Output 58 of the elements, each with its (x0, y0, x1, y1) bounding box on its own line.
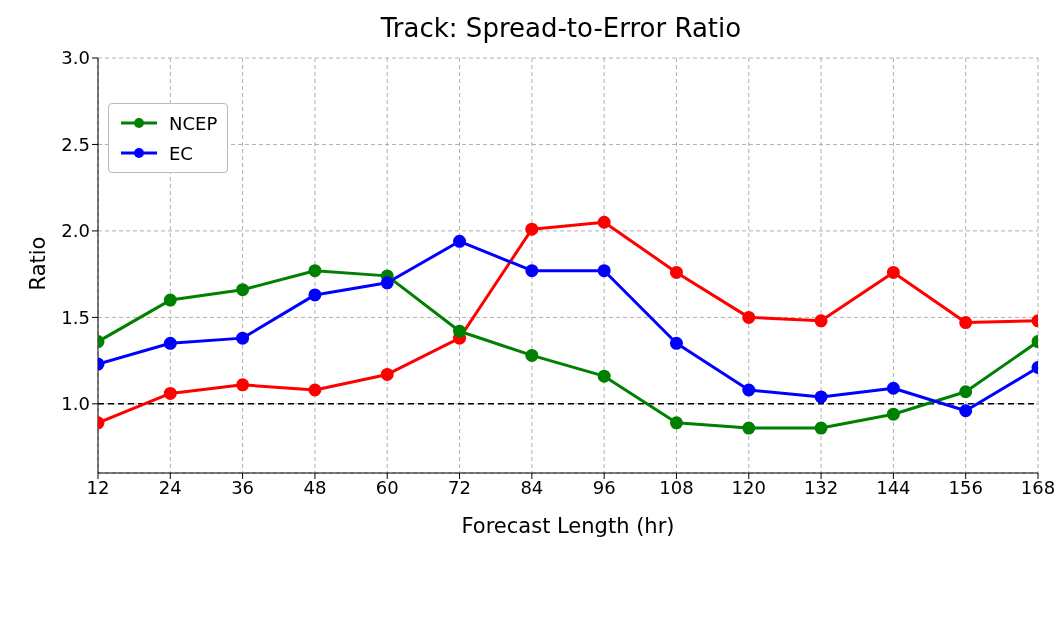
point (742, 310, 756, 324)
point (742, 421, 756, 435)
x-tick-label: 120 (731, 476, 766, 498)
y-tick-label: 1.0 (61, 393, 90, 415)
point (308, 383, 322, 397)
x-tick-label: 84 (520, 476, 544, 498)
point (525, 222, 539, 236)
x-tick-label: 72 (448, 476, 471, 498)
y-tick-label: 3.0 (61, 47, 90, 69)
point (669, 416, 683, 430)
x-tick-label: 108 (659, 476, 694, 498)
point (525, 264, 539, 278)
y-tick-label: 1.5 (61, 306, 90, 328)
point (886, 265, 900, 279)
point (308, 264, 322, 278)
point (669, 336, 683, 350)
point (525, 348, 539, 362)
x-tick-label: 132 (803, 476, 839, 498)
x-tick-label: 96 (592, 476, 616, 498)
point (959, 404, 973, 418)
x-tick-label: 144 (876, 476, 911, 498)
point (163, 386, 177, 400)
point (814, 421, 828, 435)
x-tick-label: 60 (375, 476, 399, 498)
point (669, 265, 683, 279)
point (163, 336, 177, 350)
x-tick-label: 12 (86, 476, 110, 498)
point (380, 367, 394, 381)
x-axis-title: Forecast Length (hr) (461, 514, 675, 538)
point (236, 378, 250, 392)
legend-label: NCEP (169, 112, 218, 134)
point (814, 390, 828, 404)
point (236, 283, 250, 297)
x-tick-label: 156 (948, 476, 983, 498)
point (453, 234, 467, 248)
point (163, 293, 177, 307)
y-tick-label: 2.5 (61, 133, 90, 155)
point (886, 407, 900, 421)
legend-label: EC (169, 142, 193, 164)
point (959, 385, 973, 399)
point (308, 288, 322, 302)
point (959, 316, 973, 330)
point (597, 264, 611, 278)
x-tick-label: 36 (231, 476, 255, 498)
point (886, 381, 900, 395)
point (380, 276, 394, 290)
point (453, 324, 467, 338)
point (742, 383, 756, 397)
point (814, 314, 828, 328)
chart-title: Track: Spread-to-Error Ratio (379, 12, 743, 45)
x-tick-label: 168 (1020, 476, 1056, 498)
x-tick-label: 48 (303, 476, 327, 498)
point (597, 215, 611, 229)
x-tick-label: 24 (158, 476, 182, 498)
point (597, 369, 611, 383)
y-tick-label: 2.0 (61, 220, 90, 242)
y-axis-title: Ratio (26, 236, 51, 291)
point (236, 331, 250, 345)
